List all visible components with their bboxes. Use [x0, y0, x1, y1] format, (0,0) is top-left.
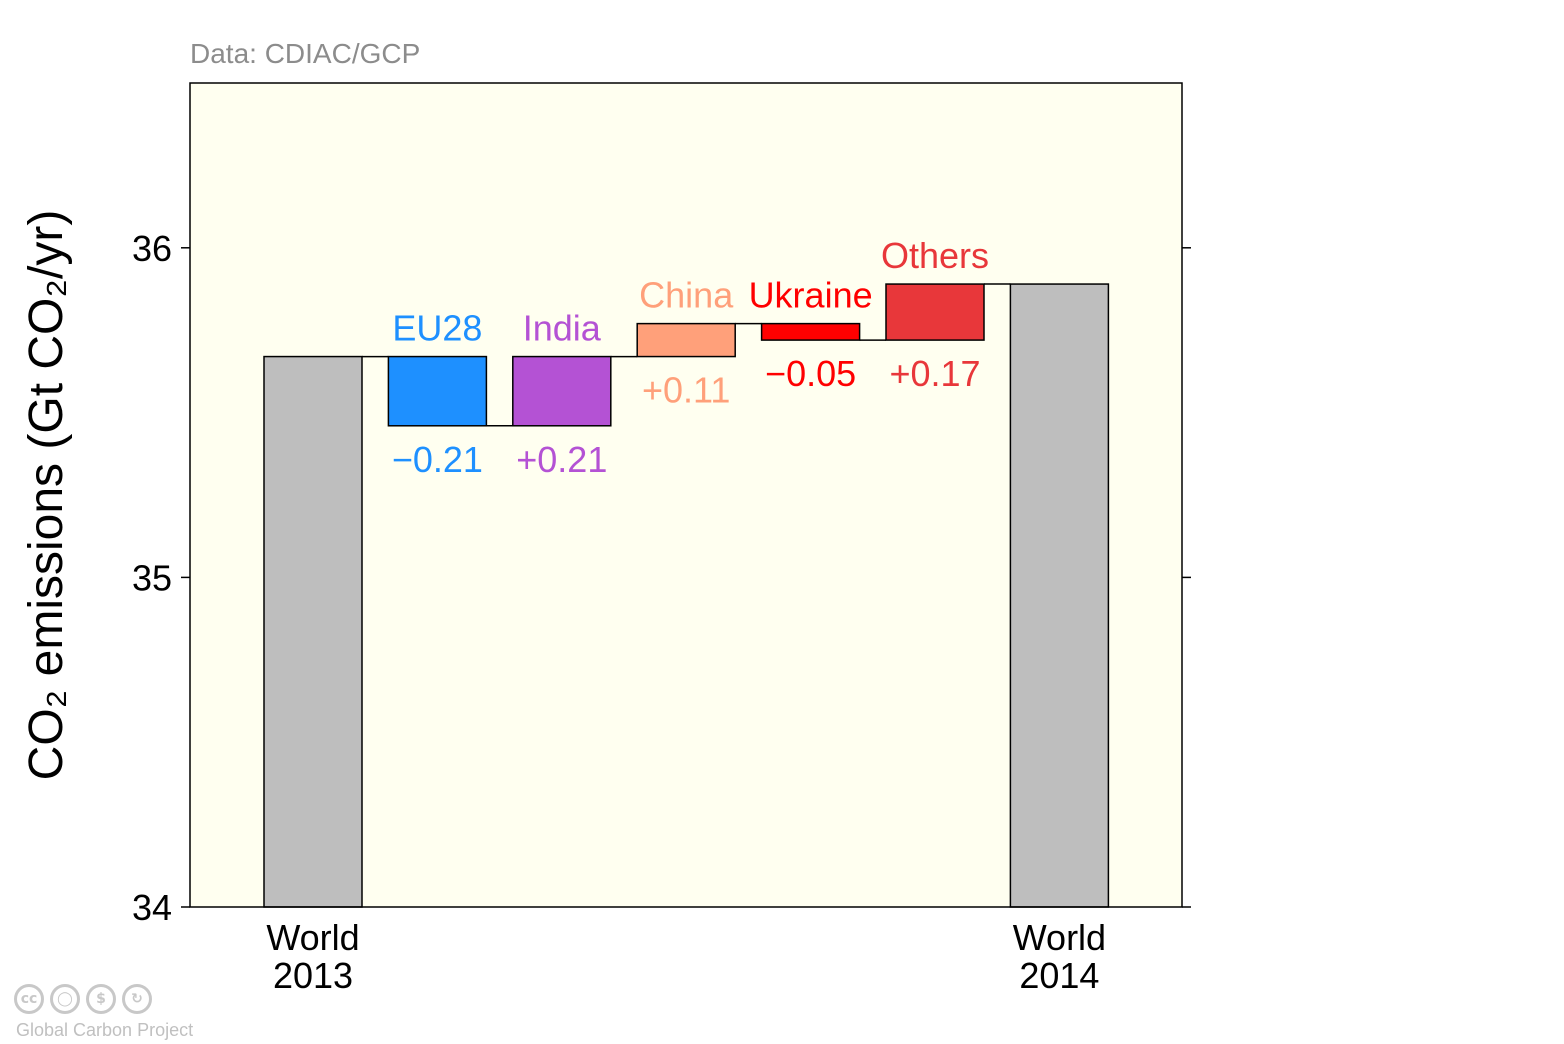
bar-others	[885, 283, 985, 341]
delta-label-others: +0.17	[889, 353, 980, 394]
bar-connectors	[362, 283, 1011, 427]
cc-icon: cc	[14, 984, 44, 1014]
y-axis: 34 35 36	[132, 228, 1191, 928]
noncommercial-icon: $	[86, 984, 116, 1014]
y-axis-title: CO₂ emissions (Gt CO₂/yr)	[20, 210, 73, 781]
x-label-world2013-1: 2013	[273, 955, 353, 996]
x-label-world2014-0: World	[1013, 917, 1106, 958]
bar-world2013	[263, 355, 363, 908]
license-icons: cc ◯ $ ↻	[14, 984, 152, 1014]
y-tick-label-34: 34	[132, 887, 172, 928]
x-label-world2013-0: World	[266, 917, 359, 958]
bar-name-ukraine: Ukraine	[749, 275, 873, 316]
delta-label-ukraine: −0.05	[765, 353, 856, 394]
bars	[263, 283, 1110, 908]
delta-label-eu28: −0.21	[392, 439, 483, 480]
y-tick-label-35: 35	[132, 557, 172, 598]
bar-world2014	[1009, 283, 1110, 908]
bar-eu28	[387, 355, 488, 427]
y-tick-label-36: 36	[132, 228, 172, 269]
bar-china	[636, 322, 736, 358]
bar-name-others: Others	[881, 235, 989, 276]
plot-frame	[189, 82, 1183, 908]
data-source-note: Data: CDIAC/GCP	[190, 38, 421, 69]
delta-label-china: +0.11	[642, 370, 730, 411]
global-carbon-project-credit: Global Carbon Project	[16, 1020, 194, 1040]
x-label-world2014-1: 2014	[1019, 955, 1099, 996]
delta-label-india: +0.21	[516, 439, 607, 480]
bar-name-china: China	[639, 275, 734, 316]
share-alike-icon: ↻	[122, 984, 152, 1014]
bar-labels: EU28 −0.21 India +0.21 China +0.11 Ukraine −0.0…	[392, 235, 989, 480]
bar-name-eu28: EU28	[392, 308, 482, 349]
bar-name-india: India	[523, 308, 602, 349]
attribution-icon: ◯	[50, 984, 80, 1014]
bar-india	[512, 355, 612, 427]
bar-ukraine	[760, 322, 861, 341]
